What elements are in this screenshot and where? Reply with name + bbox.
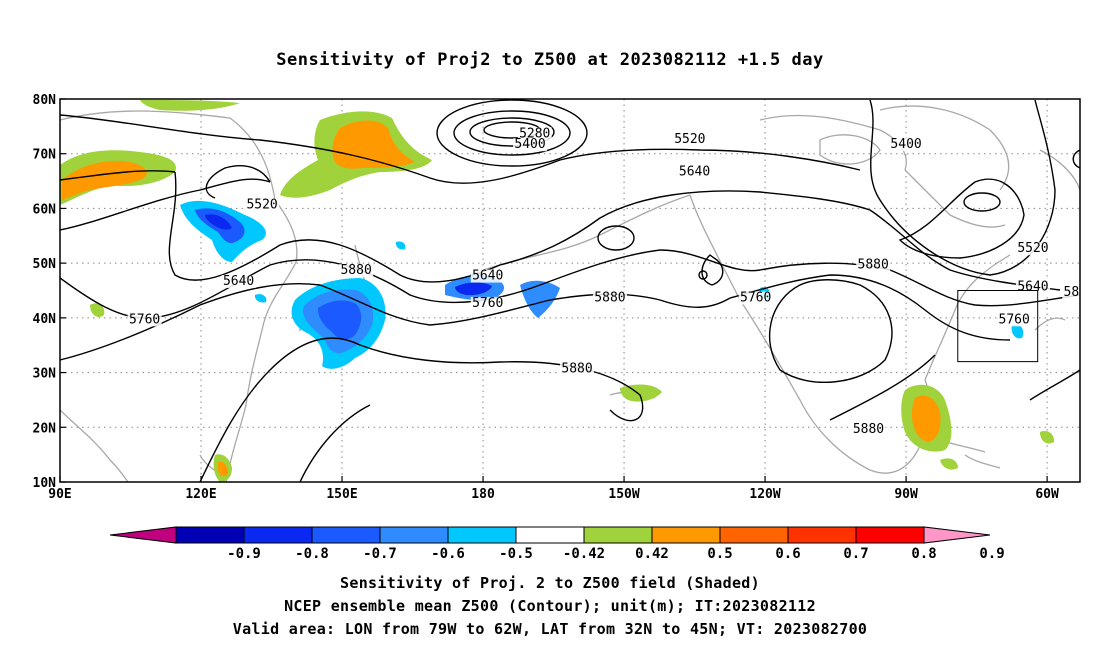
colorbar-label: 0.6 [775,546,800,562]
contour-label: 5760 [740,290,771,305]
coastlines [60,105,1080,482]
colorbar-label: -0.5 [499,546,533,562]
contour-label: 5880 [853,422,884,437]
contour-label-bg [738,291,773,305]
colorbar-box [175,526,245,544]
contour-label-bg [1062,285,1080,299]
contour-label: 5880 [561,362,592,377]
contour-label: 5760 [472,296,503,311]
colorbar-box [515,526,585,544]
contour-label-bg [997,313,1032,327]
colorbar-label: 0.8 [911,546,936,562]
contour-label: 5520 [1017,241,1048,256]
contour-label-bg [592,291,627,305]
colorbar-box [855,526,925,544]
contour-label-bg [470,296,505,310]
contour-label: 5400 [890,137,921,152]
contour-label-bg [517,127,552,141]
contour-label-bg [245,198,280,212]
lon-tick-label: 150W [608,487,639,502]
lon-tick-label: 180 [471,487,495,502]
caption-shaded: Sensitivity of Proj. 2 to Z500 field (Sh… [340,574,760,592]
map-frame [59,98,1081,483]
contour-label: 5760 [999,312,1030,327]
contour-label-bg [677,165,712,179]
lat-tick-label: 50N [33,257,57,272]
colorbar-label: 0.9 [979,546,1004,562]
contour-label: 588 [1064,285,1087,300]
contour-label: 5880 [340,263,371,278]
contour-label-bg [127,313,162,327]
lon-tick-label: 150E [326,487,357,502]
contour-label-bg [1015,242,1050,256]
colorbar-label: 0.42 [635,546,669,562]
colorbar-label: -0.9 [227,546,261,562]
lat-tick-label: 30N [33,367,57,382]
lon-tick-label: 120W [749,487,780,502]
contour-label-bg [339,264,374,278]
colorbar-box [651,526,721,544]
colorbar-label: -0.8 [295,546,329,562]
colorbar-box [583,526,653,544]
caption-valid-area: Valid area: LON from 79W to 62W, LAT fro… [232,620,868,638]
colorbar-end-high [923,526,991,544]
lat-tick-label: 10N [33,476,57,491]
contour-label: 5760 [129,312,160,327]
sensitivity-shading [60,100,1055,482]
contour-label: 5400 [514,137,545,152]
contour-label-bg [470,269,505,283]
contour-label: 5640 [472,269,503,284]
contour-label-bg [672,132,707,146]
lon-tick-label: 90E [48,487,71,502]
lon-tick-label: 60W [1035,487,1059,502]
colorbar-label: -0.6 [431,546,465,562]
colorbar-label: -0.7 [363,546,397,562]
colorbar-box [447,526,517,544]
contour-label: 5280 [519,126,550,141]
contour-label: 5640 [679,165,710,180]
lat-tick-label: 60N [33,202,57,217]
colorbar-box [379,526,449,544]
colorbar-label: -0.42 [563,546,605,562]
lat-tick-label: 80N [33,93,57,108]
contour-label-bg [851,422,886,436]
colorbar-label: 0.7 [843,546,868,562]
contour-label-bg [221,275,256,289]
contour-label-bg [889,138,924,152]
lon-tick-label: 120E [185,487,216,502]
contour-label-bg [856,258,891,272]
colorbar: -0.9 -0.8 -0.7 -0.6 -0.5 -0.42 0.42 0.5 0.6 0.7 0.… [109,526,1005,562]
contour-label-bg [560,362,595,376]
colorbar-label: 0.5 [707,546,732,562]
colorbar-box [243,526,313,544]
valid-area-box [957,290,1039,363]
contour-label: 5880 [858,258,889,273]
contour-label: 5640 [223,274,254,289]
lat-tick-label: 40N [33,312,57,327]
contour-label: 5880 [594,290,625,305]
chart-title: Sensitivity of Proj2 to Z500 at 20230821… [276,50,824,70]
contour-label-bg [513,138,548,152]
contour-label: 5520 [674,132,705,147]
colorbar-box [787,526,857,544]
lat-tick-label: 70N [33,148,57,163]
contour-label: 5520 [246,197,277,212]
colorbar-end-low [109,526,177,544]
caption-contour: NCEP ensemble mean Z500 (Contour); unit(… [284,597,816,615]
lat-tick-label: 20N [33,421,57,436]
contour-label: 5640 [1017,280,1048,295]
colorbar-box [311,526,381,544]
lon-tick-label: 90W [894,487,918,502]
colorbar-box [719,526,789,544]
